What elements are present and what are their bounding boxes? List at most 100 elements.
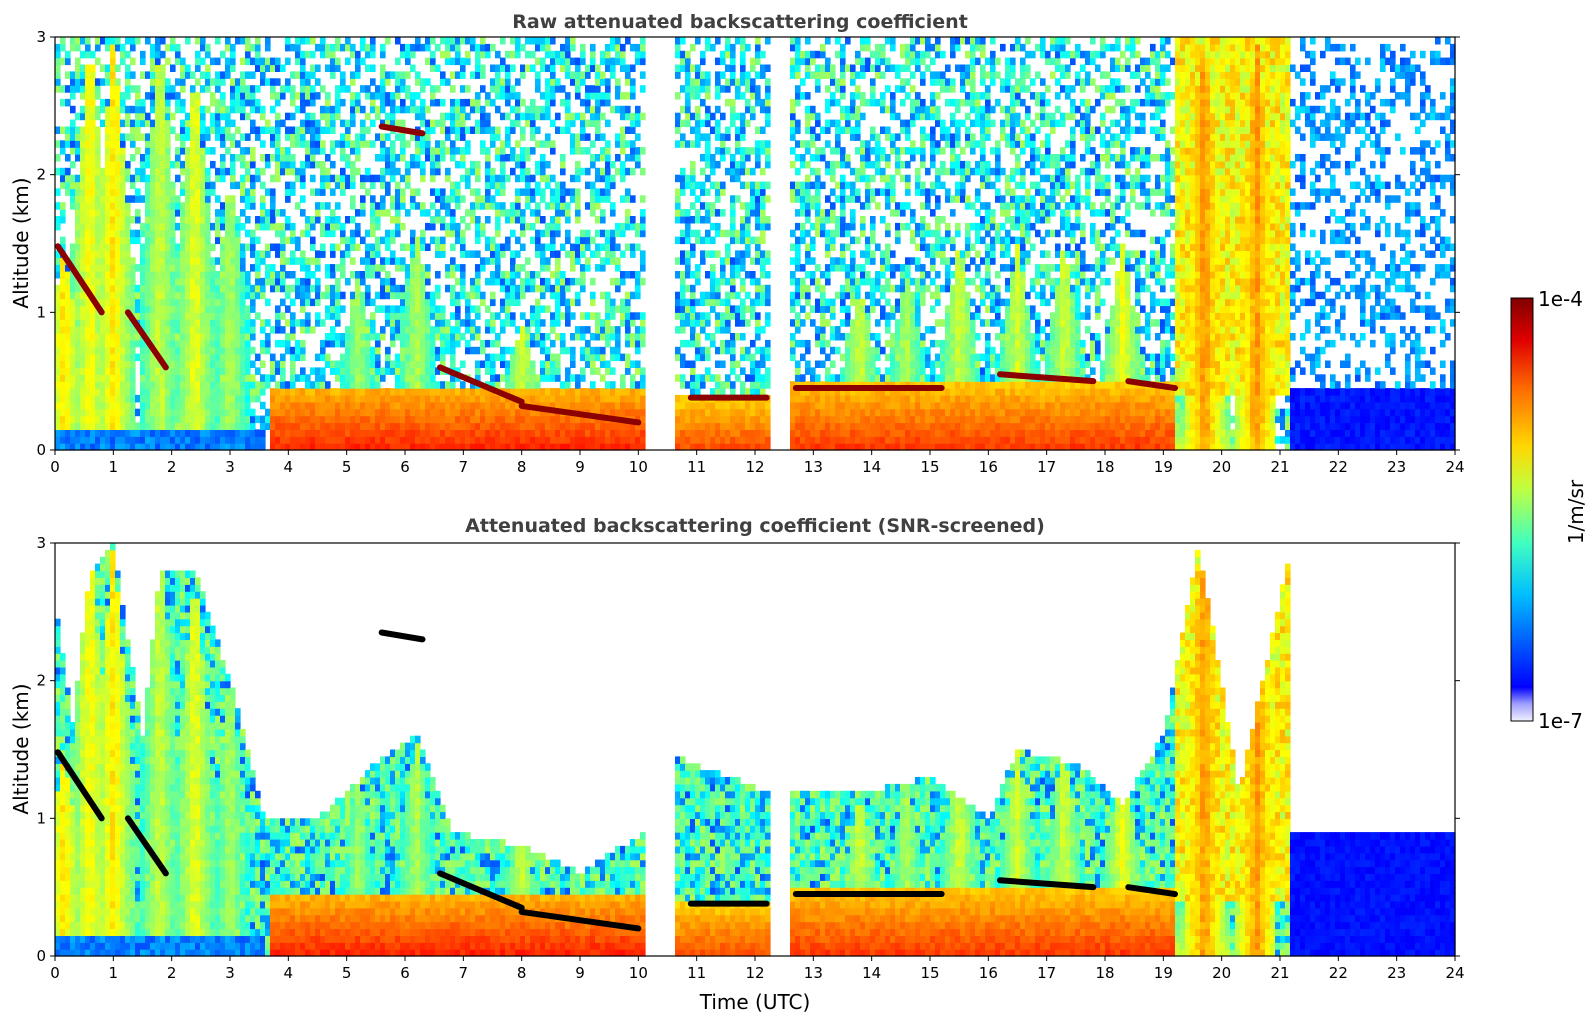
heat-cell <box>245 326 251 334</box>
heat-cell <box>205 277 211 286</box>
heat-cell <box>90 160 96 169</box>
heat-cell <box>425 415 431 424</box>
heat-cell <box>340 147 346 155</box>
heat-cell <box>505 277 511 286</box>
heat-cell <box>325 339 331 348</box>
heat-cell <box>400 174 406 183</box>
heat-cell <box>460 105 466 114</box>
heat-cell <box>320 50 326 59</box>
heat-cell <box>90 305 96 313</box>
heat-cell <box>140 436 146 444</box>
heat-cell <box>190 147 196 155</box>
heat-cell <box>300 298 306 307</box>
heat-cell <box>240 360 246 368</box>
heat-cell <box>145 277 151 286</box>
heat-cell <box>550 202 556 210</box>
heat-cell <box>540 195 546 203</box>
heat-cell <box>200 388 206 396</box>
heat-cell <box>425 78 431 86</box>
heat-cell <box>515 195 521 203</box>
heat-cell <box>75 408 81 417</box>
heat-cell <box>475 195 481 203</box>
heat-cell <box>220 394 226 403</box>
heat-cell <box>415 298 421 307</box>
heat-cell <box>220 312 226 320</box>
heat-cell <box>160 326 166 334</box>
heat-cell <box>520 422 526 430</box>
heat-cell <box>190 401 196 410</box>
heat-cell <box>450 381 456 389</box>
heat-cell <box>415 353 421 362</box>
heat-cell <box>140 415 146 424</box>
heat-cell <box>640 443 646 451</box>
heat-cell <box>515 216 521 224</box>
heat-cell <box>595 243 601 251</box>
heat-cell <box>355 422 361 430</box>
heat-cell <box>355 381 361 389</box>
heat-cell <box>540 422 546 430</box>
heat-cell <box>135 284 141 293</box>
heat-cell <box>475 188 481 196</box>
heat-cell <box>330 408 336 417</box>
heat-cell <box>80 229 86 238</box>
heat-cell <box>150 78 156 86</box>
heat-cell <box>80 37 86 45</box>
heat-cell <box>520 229 526 238</box>
heat-cell <box>510 360 516 368</box>
heat-cell <box>585 98 591 107</box>
heat-cell <box>135 333 141 341</box>
heat-cell <box>470 333 476 341</box>
heat-cell <box>405 319 411 327</box>
heat-cell <box>570 353 576 362</box>
heat-cell <box>610 229 616 238</box>
heat-cell <box>520 147 526 155</box>
heat-cell <box>115 85 121 93</box>
heat-cell <box>490 312 496 320</box>
heat-cell <box>155 284 161 293</box>
heat-cell <box>125 305 131 313</box>
heat-cell <box>565 284 571 293</box>
heat-cell <box>270 388 276 396</box>
heat-cell <box>395 305 401 313</box>
heat-cell <box>145 346 151 355</box>
heat-cell <box>120 216 126 224</box>
heat-cell <box>195 291 201 300</box>
heat-cell <box>405 181 411 190</box>
heat-cell <box>70 271 76 279</box>
heat-cell <box>265 346 271 355</box>
heat-cell <box>625 167 631 176</box>
heat-cell <box>390 333 396 341</box>
heat-cell <box>445 50 451 59</box>
heat-cell <box>150 305 156 313</box>
heat-cell <box>155 360 161 368</box>
heat-cell <box>490 257 496 265</box>
heat-cell <box>630 92 636 100</box>
heat-cell <box>115 333 121 341</box>
heat-cell <box>120 57 126 66</box>
heat-cell <box>90 188 96 196</box>
heat-cell <box>215 436 221 444</box>
heat-cell <box>270 443 276 451</box>
heat-cell <box>575 236 581 245</box>
heat-cell <box>75 367 81 375</box>
heat-cell <box>425 264 431 272</box>
heat-cell <box>210 415 216 424</box>
heat-cell <box>275 209 281 217</box>
heat-cell <box>350 429 356 437</box>
heat-cell <box>300 291 306 300</box>
heat-cell <box>90 339 96 348</box>
heat-cell <box>365 429 371 437</box>
heat-cell <box>315 429 321 437</box>
heat-cell <box>495 71 501 79</box>
heat-cell <box>580 346 586 355</box>
heat-cell <box>365 271 371 279</box>
heat-cell <box>570 394 576 403</box>
heat-cell <box>615 222 621 231</box>
heat-cell <box>445 37 451 45</box>
heat-cell <box>455 147 461 155</box>
heat-cell <box>250 333 256 341</box>
heat-cell <box>595 195 601 203</box>
heat-cell <box>75 154 81 162</box>
heat-cell <box>215 229 221 238</box>
heat-cell <box>465 312 471 320</box>
